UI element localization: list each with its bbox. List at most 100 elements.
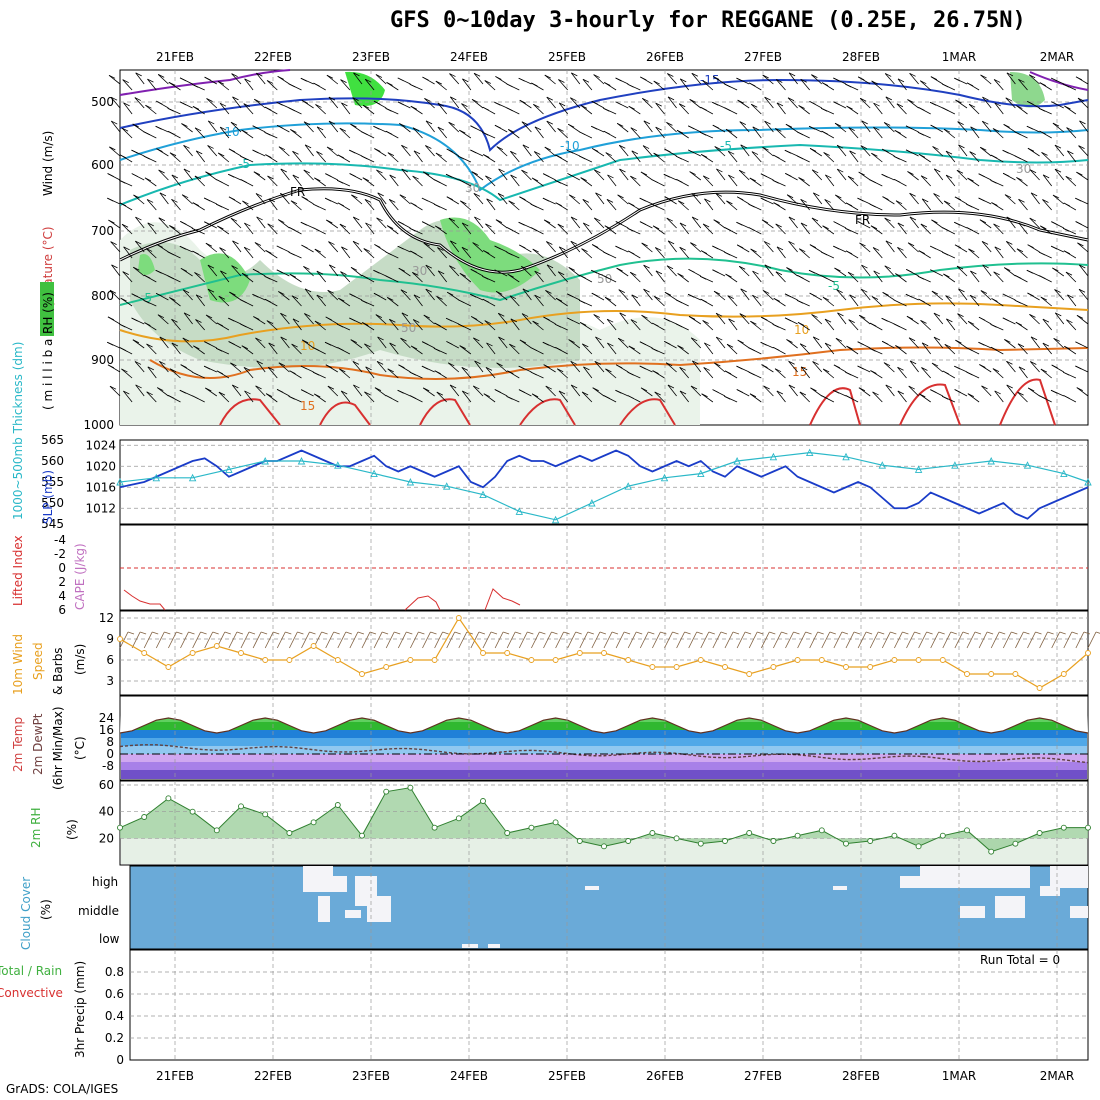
wind-barb: [617, 194, 629, 205]
wind-barb: [595, 336, 605, 349]
wind-barb-flag: [373, 269, 380, 274]
temp-band-purple: [121, 770, 1087, 779]
wind-barb-flag: [109, 385, 117, 390]
wind-barb: [158, 169, 169, 181]
wind-barb-flag: [533, 103, 540, 108]
wind-barb: [521, 266, 532, 277]
wind-barb-flag: [470, 268, 477, 273]
cloud-block: [1050, 866, 1088, 888]
wind-barb-flag: [1006, 360, 1013, 365]
rh-tick: 20: [99, 831, 114, 845]
wind-barb-flag: [518, 77, 525, 82]
wind-barb-flag: [703, 367, 710, 371]
slp-line: [119, 449, 1089, 520]
wind-barb: [702, 223, 714, 235]
surface-barb-flag: [297, 631, 304, 635]
wind-barb-flag: [785, 172, 792, 177]
wind-barb-flag: [169, 368, 177, 373]
wind-barb: [981, 241, 992, 253]
wind-barb-flag: [906, 269, 913, 273]
wind-barb-flag: [410, 250, 417, 255]
precip-tick: 0.2: [105, 1031, 124, 1045]
wind-barb: [230, 121, 242, 133]
wind-barb-flag: [171, 198, 178, 203]
wind-barb-flag: [288, 227, 296, 231]
wind-barb-flag: [375, 314, 383, 318]
wind-barb-flag: [220, 270, 227, 275]
wind-barb-flag: [135, 72, 142, 77]
contour-minus15: [119, 78, 1089, 152]
wind-barb: [448, 122, 460, 133]
wind-barb-flag: [1075, 365, 1082, 370]
wind-barb: [871, 152, 883, 163]
wind-barb: [883, 122, 895, 133]
wind-barb-flag: [700, 106, 707, 111]
wind-barb: [1054, 312, 1065, 325]
wind-barb: [679, 78, 690, 91]
li-tick: -2: [54, 547, 66, 561]
wind-barb: [473, 72, 484, 85]
wind-barb-flag: [557, 223, 564, 228]
wind-barb-flag: [764, 120, 771, 125]
wind-barb-flag: [169, 225, 176, 229]
wind-barb-flag: [534, 270, 541, 275]
wind-barb-flag: [521, 169, 528, 174]
wind-barb-flag: [134, 361, 142, 365]
wind-barb: [704, 198, 714, 211]
wind-barb: [1006, 241, 1016, 253]
wind-speed-marker: [697, 657, 704, 663]
wind-barb-flag: [216, 370, 224, 375]
wind-barb-flag: [498, 336, 505, 341]
wind-barb-flag: [667, 384, 675, 389]
wind-barb-flag: [908, 337, 916, 342]
thickness-marker: [188, 473, 197, 482]
cloud-level-middle: middle: [78, 904, 119, 918]
thickness-marker: [1023, 461, 1032, 469]
wind-barb-flag: [726, 200, 733, 205]
wind-barb: [885, 240, 895, 253]
wind-barb-flag: [640, 76, 647, 81]
wind-barb-flag: [483, 154, 490, 158]
wind-barb: [943, 200, 956, 211]
wind-barb-flag: [764, 264, 772, 269]
wind-barb-flag: [618, 337, 625, 342]
wind-barb-flag: [485, 175, 492, 180]
wind-speed-marker: [383, 664, 390, 670]
surface-barb: [506, 631, 516, 649]
thickness-marker: [406, 477, 415, 486]
surface-barb: [373, 631, 383, 649]
wind-barb: [412, 319, 423, 331]
wind-barb-flag: [1052, 267, 1059, 272]
surface-barb: [990, 631, 1000, 649]
wind-barb-flag: [775, 271, 783, 276]
wind-barb-flag: [191, 83, 199, 88]
wind-barb-flag: [255, 385, 262, 390]
wind-barb-flag: [857, 76, 865, 81]
surface-barb: [397, 631, 407, 649]
thickness-line: [119, 451, 1089, 521]
wind-barb-flag: [300, 389, 308, 394]
wind-barb: [510, 318, 520, 331]
slp-tick: 1012: [85, 501, 116, 515]
bottom-date-label: 1MAR: [942, 1069, 977, 1083]
wind-barb-flag: [300, 221, 308, 226]
wind-barb-flag: [484, 320, 491, 324]
wind-barb: [169, 225, 181, 235]
wind-barb-flag: [159, 192, 167, 197]
wind-barb: [558, 246, 569, 259]
wind-barb-flag: [423, 314, 430, 319]
wind-barb-flag: [232, 96, 239, 101]
label-barbs: & Barbs: [51, 647, 65, 695]
wind-barb: [920, 223, 931, 235]
wind-barb-flag: [326, 74, 334, 79]
wind-barb-flag: [385, 395, 393, 399]
surface-barb-flag: [575, 631, 582, 635]
wind-barb-flag: [377, 192, 384, 197]
rh-marker: [576, 838, 583, 844]
wind-barb: [593, 74, 605, 85]
surface-barb: [954, 631, 964, 649]
wind-barb-flag: [280, 168, 287, 173]
wind-barb-flag: [821, 275, 828, 280]
wind-barb-flag: [121, 223, 129, 228]
wind-barb: [171, 199, 181, 211]
